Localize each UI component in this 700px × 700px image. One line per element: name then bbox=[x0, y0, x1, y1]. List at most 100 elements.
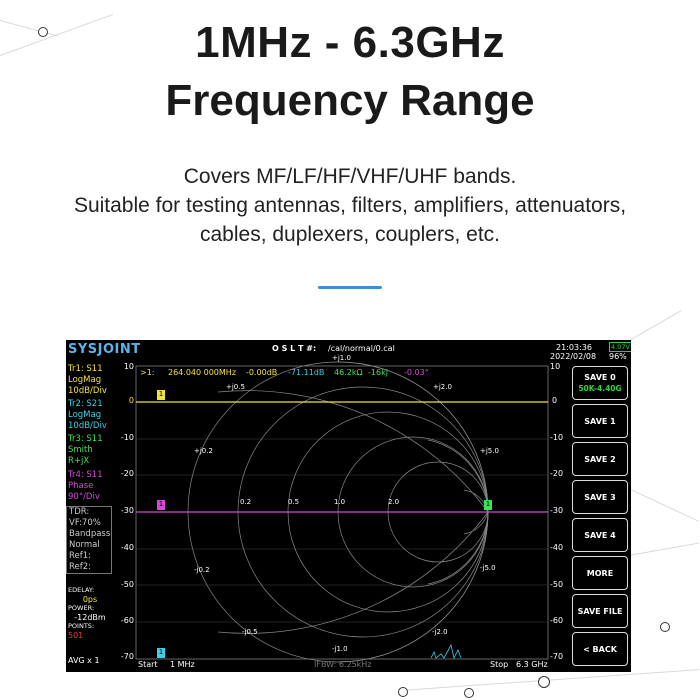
stop-label: Stop bbox=[490, 660, 509, 669]
decor-dot bbox=[398, 687, 408, 697]
save-4-button[interactable]: SAVE 4 bbox=[572, 518, 628, 552]
y-tick: -70 bbox=[120, 652, 134, 661]
back-button[interactable]: < BACK bbox=[572, 632, 628, 666]
y-tick-right: -70 bbox=[550, 652, 564, 661]
trace-2-panel[interactable]: Tr2: S21 LogMag 10dB/Div bbox=[66, 399, 112, 432]
start-label: Start bbox=[138, 660, 158, 669]
marker-phase: -0.03° bbox=[404, 368, 429, 377]
marker-1-yellow: 1 bbox=[157, 390, 165, 400]
smith-label: +j2.0 bbox=[433, 383, 452, 391]
y-tick: -50 bbox=[120, 580, 134, 589]
brand-logo: SYSJOINT bbox=[68, 342, 141, 357]
save-1-label: SAVE 1 bbox=[584, 416, 616, 426]
clock-date: 2022/02/08 bbox=[550, 352, 597, 361]
smith-label: 0.5 bbox=[288, 498, 300, 506]
save-1-button[interactable]: SAVE 1 bbox=[572, 404, 628, 438]
info-bandpass: Bandpass bbox=[69, 529, 111, 539]
save-3-label: SAVE 3 bbox=[584, 492, 616, 502]
trace-1-name: Tr1: S11 bbox=[68, 364, 103, 374]
trace-4-scale: 90°/Div bbox=[68, 492, 100, 502]
marker-1-green: 1 bbox=[484, 500, 492, 510]
y-tick: -30 bbox=[120, 506, 134, 515]
points-value: 501 bbox=[68, 631, 84, 640]
marker-db2: -71.11dB bbox=[288, 368, 325, 377]
info-ref2: Ref2: bbox=[69, 562, 92, 572]
smith-label: 2.0 bbox=[388, 498, 400, 506]
y-tick: 0 bbox=[128, 396, 134, 405]
decor-dot bbox=[660, 622, 670, 632]
trace-3-panel[interactable]: Tr3: S11 Smith R+jX bbox=[66, 434, 112, 467]
smith-label: -j0.2 bbox=[194, 566, 210, 574]
trace-4-panel[interactable]: Tr4: S11 Phase 90°/Div bbox=[66, 470, 112, 503]
save-4-label: SAVE 4 bbox=[584, 530, 616, 540]
trace-2-name: Tr2: S21 bbox=[68, 399, 103, 409]
headline-title: Frequency Range bbox=[165, 76, 535, 125]
save-2-label: SAVE 2 bbox=[584, 454, 616, 464]
smith-label: -j0.5 bbox=[242, 628, 258, 636]
trace-2-format: LogMag bbox=[68, 410, 102, 420]
settings-panel: EDELAY: 0ps POWER: -12dBm POINTS: 501 bbox=[66, 586, 112, 640]
trace-3-scale: R+jX bbox=[68, 456, 90, 466]
battery-percent: 96% bbox=[609, 352, 627, 361]
description-line: Suitable for testing antennas, filters, … bbox=[73, 194, 627, 217]
y-tick-right: 0 bbox=[552, 396, 558, 405]
smith-label: +j0.2 bbox=[194, 447, 213, 455]
smith-label: 1.0 bbox=[334, 498, 346, 506]
more-button[interactable]: MORE bbox=[572, 556, 628, 590]
y-tick-right: -20 bbox=[550, 469, 564, 478]
marker-impedance: 46.2kΩ bbox=[334, 368, 363, 377]
more-label: MORE bbox=[586, 568, 614, 578]
smith-label: 0.2 bbox=[240, 498, 252, 506]
y-tick-right: -30 bbox=[550, 506, 564, 515]
battery-voltage: 4.07V bbox=[609, 342, 631, 352]
headline-frequency: 1MHz - 6.3GHz bbox=[195, 18, 505, 67]
y-tick: -40 bbox=[120, 543, 134, 552]
smith-label: -j2.0 bbox=[432, 628, 448, 636]
cal-file: /cal/normal/0.cal bbox=[328, 344, 395, 353]
marker-freq: 264.040 000MHz bbox=[168, 368, 237, 377]
info-panel: TDR: VF:70% Bandpass Normal Ref1: Ref2: bbox=[66, 506, 112, 574]
save-file-label: SAVE FILE bbox=[577, 606, 623, 616]
trace-4-format: Phase bbox=[68, 481, 94, 491]
y-tick-right: -60 bbox=[550, 616, 564, 625]
smith-label: +j0.5 bbox=[226, 383, 245, 391]
y-tick: -60 bbox=[120, 616, 134, 625]
trace-1-panel[interactable]: Tr1: S11 LogMag 10dB/Div bbox=[66, 364, 112, 397]
trace-1-format: LogMag bbox=[68, 375, 102, 385]
save-0-button[interactable]: SAVE 0 50K-4.40G bbox=[572, 366, 628, 400]
y-tick-right: -10 bbox=[550, 433, 564, 442]
points-label: POINTS: bbox=[68, 622, 95, 630]
smith-label: +j5.0 bbox=[480, 447, 499, 455]
marker-db1: -0.00dB bbox=[246, 368, 278, 377]
info-ref1: Ref1: bbox=[69, 551, 92, 561]
marker-id: >1: bbox=[140, 368, 155, 377]
trace-3-format: Smith bbox=[68, 445, 93, 455]
save-0-label: SAVE 0 bbox=[584, 373, 616, 382]
marker-reactance: -16kj bbox=[368, 368, 388, 377]
save-2-button[interactable]: SAVE 2 bbox=[572, 442, 628, 476]
plot-area bbox=[135, 361, 549, 663]
power-value: -12dBm bbox=[74, 613, 106, 622]
vna-screen: SYSJOINT O S L T #: /cal/normal/0.cal 21… bbox=[66, 340, 631, 672]
save-3-button[interactable]: SAVE 3 bbox=[572, 480, 628, 514]
info-vf: VF:70% bbox=[69, 518, 101, 528]
clock-time: 21:03:36 bbox=[556, 343, 592, 352]
decor-dot bbox=[38, 27, 48, 37]
y-tick: -20 bbox=[120, 469, 134, 478]
smith-label: +j1.0 bbox=[332, 354, 351, 362]
marker-1-magenta: 1 bbox=[157, 500, 165, 510]
decor-dot bbox=[538, 676, 550, 688]
trace-2-scale: 10dB/Div bbox=[68, 421, 107, 431]
y-tick: -10 bbox=[120, 433, 134, 442]
smith-label: -j1.0 bbox=[332, 645, 348, 653]
marker-1-cyan: 1 bbox=[157, 648, 165, 658]
stop-value[interactable]: 6.3 GHz bbox=[516, 660, 548, 669]
edelay-value: 0ps bbox=[82, 595, 98, 604]
smith-label: -j5.0 bbox=[480, 564, 496, 572]
save-file-button[interactable]: SAVE FILE bbox=[572, 594, 628, 628]
description-line: Covers MF/LF/HF/VHF/UHF bands. bbox=[183, 165, 517, 188]
edelay-label: EDELAY: bbox=[68, 586, 95, 594]
save-0-range: 50K-4.40G bbox=[578, 384, 622, 393]
y-tick: 10 bbox=[123, 362, 134, 371]
start-value[interactable]: 1 MHz bbox=[170, 660, 195, 669]
